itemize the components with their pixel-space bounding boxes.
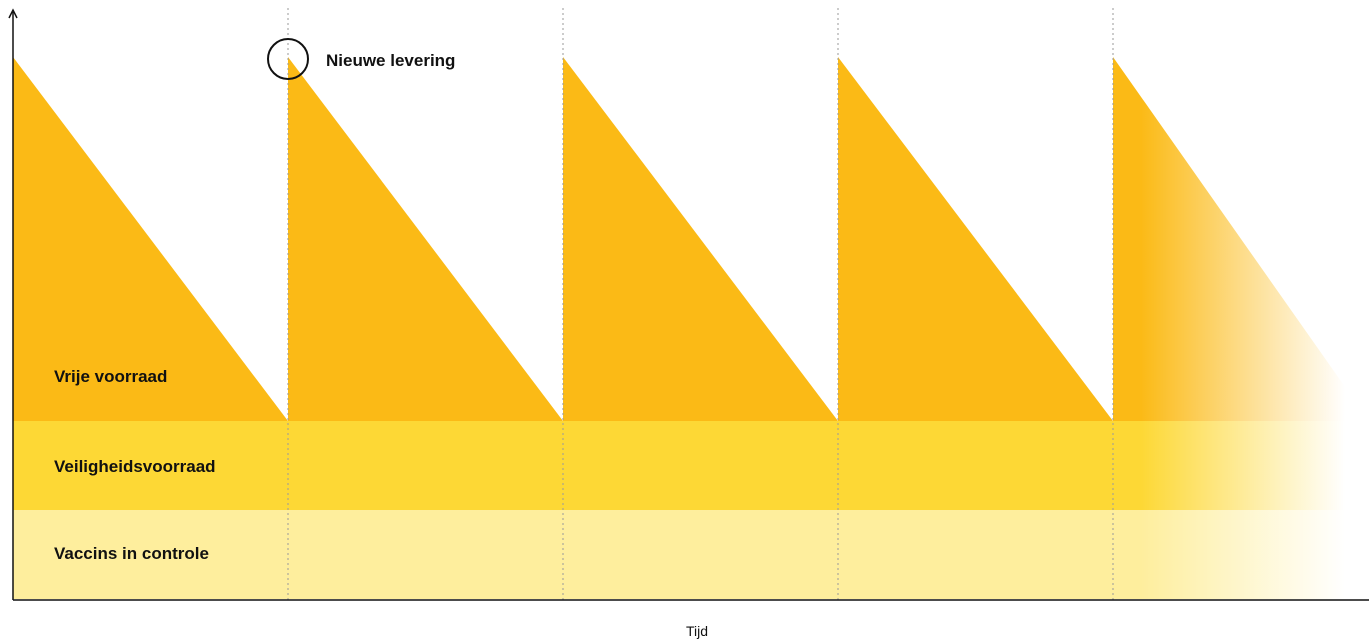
free-stock-triangle	[563, 57, 838, 421]
label-vrije-voorraad: Vrije voorraad	[54, 367, 167, 386]
delivery-label: Nieuwe levering	[326, 51, 455, 70]
label-vaccins-in-controle: Vaccins in controle	[54, 544, 209, 563]
free-stock-triangle	[288, 57, 563, 421]
delivery-dividers	[287, 8, 1114, 600]
arrow-up-icon	[8, 8, 18, 19]
label-veiligheidsvoorraad: Veiligheidsvoorraad	[54, 457, 216, 476]
circle-icon	[267, 38, 309, 80]
free-stock-triangle	[13, 57, 288, 421]
fade-overlay	[1113, 40, 1369, 600]
free-stock-triangle	[838, 57, 1113, 421]
x-axis-label: Tijd	[686, 623, 708, 639]
